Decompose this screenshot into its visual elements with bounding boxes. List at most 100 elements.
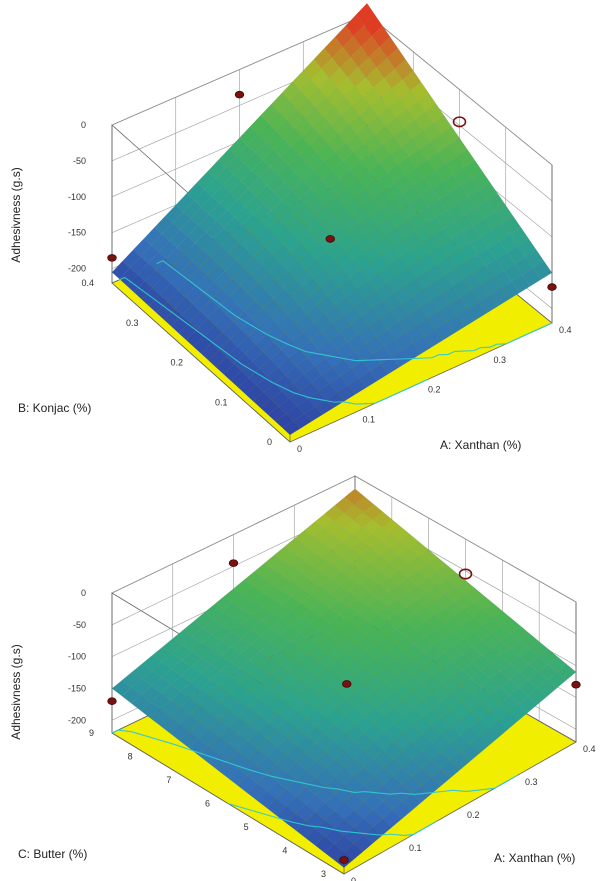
- surface-cell-2-21-8: [463, 616, 483, 632]
- surface-cell-1-0-7: [230, 370, 250, 388]
- surface-cell-1-9-17: [252, 202, 272, 222]
- surface-cell-1-0-18: [148, 294, 168, 314]
- x-tick-1-5: 0.4: [559, 325, 572, 335]
- surface-cell-2-11-16: [289, 632, 310, 648]
- y-tick-2-5: 7: [166, 775, 171, 785]
- design-point-2-5: [228, 559, 239, 567]
- surface-cell-1-16-14: [350, 161, 370, 180]
- surface-cell-2-22-5: [500, 633, 521, 649]
- surface-cell-2-5-18: [210, 670, 231, 688]
- floor-contour-1-1: [118, 276, 428, 405]
- y-tick-1-4: 0.3: [126, 318, 139, 328]
- surface-cell-1-15-21: [286, 109, 306, 129]
- surface-cell-1-9-10: [305, 259, 325, 279]
- surface-cell-2-22-1: [537, 664, 558, 681]
- surface-cell-2-11-23: [223, 588, 244, 604]
- surface-cell-1-10-11: [308, 241, 328, 261]
- design-point-2-2: [107, 697, 117, 705]
- surface-cell-1-14-15: [321, 169, 341, 189]
- surface-cell-1-15-4: [415, 270, 435, 290]
- surface-cell-2-5-0: [382, 809, 403, 828]
- surface-cell-1-14-14: [328, 178, 348, 198]
- surface-cell-1-12-21: [254, 141, 274, 161]
- y-tick-2-2: 4: [282, 846, 287, 856]
- surface-cell-2-7-15: [258, 673, 279, 690]
- surface-cell-1-4-0: [325, 392, 345, 409]
- surface-cell-2-15-14: [348, 614, 368, 630]
- z-tick-2-5: -200: [68, 715, 86, 725]
- surface-cell-2-0-11: [227, 768, 248, 786]
- surface-cell-2-6-0: [392, 801, 412, 819]
- surface-cell-1-13-3: [401, 296, 421, 315]
- surface-cell-1-8-9: [301, 277, 321, 297]
- surface-cell-2-1-13: [218, 743, 239, 762]
- surface-cell-1-0-0: [282, 420, 302, 436]
- surface-cell-2-0-14: [198, 745, 219, 764]
- surface-cell-1-11-14: [296, 206, 316, 225]
- surface-cell-1-16-5: [418, 252, 438, 272]
- design-point-1-2: [325, 235, 335, 243]
- surface-cell-2-12-15: [308, 630, 329, 647]
- surface-cell-2-12-14: [318, 637, 339, 654]
- surface-cell-1-4-12: [236, 292, 256, 312]
- z-tick-2-3: -100: [68, 652, 86, 662]
- surface-cell-1-7-3: [336, 341, 356, 360]
- surface-cell-2-15-10: [385, 643, 406, 660]
- surface-cell-2-7-4: [363, 758, 384, 777]
- surface-cell-2-8-1: [402, 776, 422, 794]
- design-point-1-4: [234, 90, 245, 99]
- surface-cell-2-0-16: [179, 731, 200, 749]
- x-tick-2-5: 0.4: [583, 744, 596, 754]
- surface-cell-2-21-0: [537, 680, 557, 697]
- surface-cell-2-1-10: [247, 765, 268, 784]
- surface-cell-1-11-3: [379, 311, 399, 330]
- z-axis-label-2: Adhesivness (g.s): [9, 644, 23, 739]
- surface-cell-1-20-18: [362, 86, 382, 107]
- surface-cell-2-3-15: [218, 709, 240, 728]
- surface-cell-2-0-12: [218, 760, 239, 779]
- surface-cell-2-22-23: [334, 496, 355, 513]
- surface-cell-2-6-17: [229, 668, 250, 685]
- surface-cell-1-19-13: [390, 146, 410, 166]
- surface-cell-2-12-12: [337, 651, 357, 668]
- surface-cell-1-1-21: [137, 262, 156, 282]
- surface-cell-2-7-7: [335, 733, 356, 751]
- surface-cell-2-2-8: [276, 771, 297, 790]
- design-point-1-5: [452, 116, 467, 128]
- x-tick-1-1: 0: [297, 444, 302, 454]
- surface-cell-2-0-23: [111, 679, 133, 697]
- surface-cell-2-7-0: [401, 793, 422, 811]
- surface-cell-2-4-12: [257, 722, 278, 740]
- surface-cell-1-19-2: [474, 265, 494, 285]
- surface-cell-1-8-14: [264, 236, 284, 255]
- surface-cell-2-0-10: [237, 775, 258, 794]
- edge-line-2-1: [343, 741, 577, 875]
- surface-cell-2-9-22: [212, 611, 233, 627]
- surface-cell-2-22-9: [463, 602, 484, 618]
- surface-cell-1-0-1: [274, 413, 294, 429]
- surface-cell-2-10-18: [260, 627, 281, 643]
- surface-cell-1-4-6: [281, 340, 300, 359]
- surface-cell-1-12-3: [390, 303, 410, 323]
- surface-cell-1-11-1: [394, 332, 414, 351]
- surface-cell-1-20-22: [331, 46, 351, 68]
- surface-cell-1-22-19: [376, 57, 396, 79]
- surface-cell-2-18-3: [480, 678, 501, 696]
- surface-cell-1-4-22: [161, 222, 181, 241]
- surface-cell-1-4-2: [311, 374, 330, 392]
- surface-cell-1-17-19: [322, 106, 342, 126]
- y-axis-label-2: C: Butter (%): [18, 847, 87, 861]
- surface-cell-1-15-13: [347, 179, 366, 198]
- surface-cell-2-22-16: [399, 549, 419, 564]
- surface-cell-2-5-23: [162, 638, 183, 654]
- surface-cell-1-16-22: [289, 90, 309, 110]
- surface-cell-2-11-22: [232, 594, 253, 610]
- surface-cell-2-6-16: [239, 675, 260, 692]
- design-point-1-1: [107, 254, 117, 262]
- surface-cell-1-4-17: [199, 256, 218, 276]
- z-tick-1-4: -150: [68, 228, 86, 238]
- surface-cell-2-1-14: [208, 736, 229, 754]
- surface-cell-2-12-16: [299, 623, 320, 640]
- surface-cell-2-12-2: [431, 734, 452, 752]
